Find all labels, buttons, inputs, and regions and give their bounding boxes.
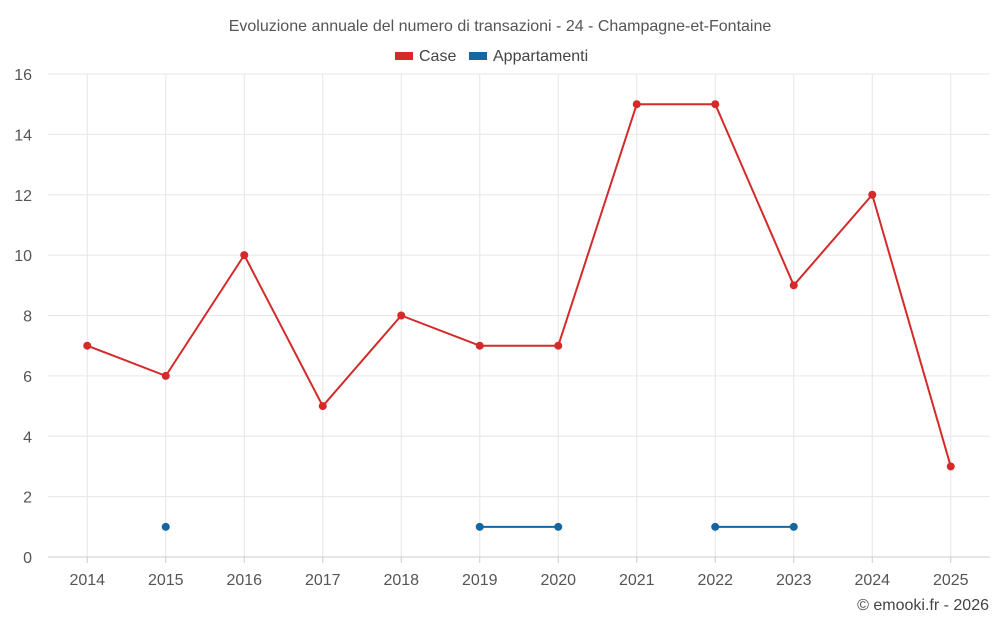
data-point-case-2021[interactable]: [632, 100, 641, 109]
data-point-case-2014[interactable]: [83, 341, 92, 350]
legend-label-appartamenti[interactable]: Appartamenti: [493, 48, 588, 65]
series-line-case: [86, 103, 952, 467]
series-layer: [83, 100, 955, 531]
y-tick-label: 6: [23, 369, 32, 386]
legend-label-case[interactable]: Case: [419, 48, 456, 65]
x-tick-label: 2025: [933, 572, 969, 589]
x-tick-label: 2018: [383, 572, 419, 589]
x-tick-label: 2022: [697, 572, 733, 589]
data-point-case-2024[interactable]: [868, 190, 877, 199]
y-tick-label: 8: [23, 309, 32, 326]
x-tick-label: 2014: [69, 572, 105, 589]
data-point-case-2015[interactable]: [161, 371, 170, 380]
legend: Case Appartamenti: [395, 48, 588, 65]
data-point-appartamenti-2015[interactable]: [161, 522, 170, 531]
y-axis: 0 2 4 6 8 10 12 14 16: [14, 67, 32, 567]
y-tick-label: 10: [14, 248, 32, 265]
data-point-appartamenti-2023[interactable]: [789, 522, 798, 531]
data-point-case-2019[interactable]: [475, 341, 484, 350]
series-appartamenti: [161, 522, 798, 531]
legend-swatch-case: [395, 52, 413, 60]
legend-swatch-appartamenti: [469, 52, 487, 60]
data-point-appartamenti-2022[interactable]: [711, 522, 720, 531]
data-point-case-2025[interactable]: [946, 462, 955, 471]
data-point-appartamenti-2020[interactable]: [554, 522, 563, 531]
y-tick-label: 4: [23, 429, 32, 446]
data-point-case-2017[interactable]: [318, 402, 327, 411]
data-point-case-2023[interactable]: [789, 281, 798, 290]
data-point-case-2018[interactable]: [397, 311, 406, 320]
data-point-case-2022[interactable]: [711, 100, 720, 109]
chart-title: Evoluzione annuale del numero di transaz…: [229, 18, 772, 35]
data-point-case-2020[interactable]: [554, 341, 563, 350]
x-tick-label: 2023: [776, 572, 812, 589]
data-point-appartamenti-2019[interactable]: [475, 522, 484, 531]
x-axis: 2014 2015 2016 2017 2018 2019 2020 2021 2022 2023…: [48, 556, 990, 589]
y-tick-label: 2: [23, 490, 32, 507]
data-point-case-2016[interactable]: [240, 251, 249, 260]
y-tick-label: 0: [23, 550, 32, 567]
x-tick-label: 2016: [226, 572, 262, 589]
x-tick-label: 2024: [854, 572, 890, 589]
x-tick-label: 2015: [148, 572, 184, 589]
x-tick-label: 2021: [619, 572, 655, 589]
y-tick-label: 16: [14, 67, 32, 84]
y-tick-label: 12: [14, 188, 32, 205]
y-tick-label: 14: [14, 127, 32, 144]
credit-text: © emooki.fr - 2026: [857, 597, 989, 614]
series-case: [83, 100, 955, 471]
grid: [48, 73, 990, 557]
x-tick-label: 2019: [462, 572, 498, 589]
x-tick-label: 2020: [540, 572, 576, 589]
x-tick-label: 2017: [305, 572, 341, 589]
